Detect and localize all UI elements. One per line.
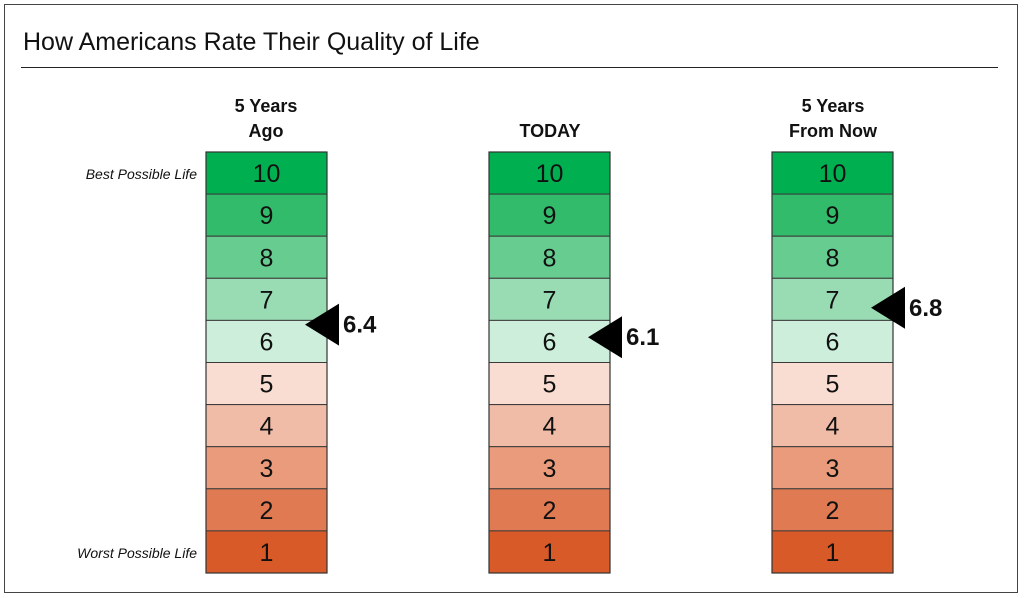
value-label: 6.4	[343, 312, 377, 339]
column-header-line: Ago	[248, 121, 284, 141]
column-header-5-years-from-now: 5 Years From Now	[758, 94, 908, 144]
value-label: 6.1	[626, 324, 659, 351]
ladder-cell-7	[488, 277, 611, 321]
ladder-cell-2	[488, 488, 611, 532]
ladder-cell-label: 2	[543, 497, 557, 525]
column-header-today: TODAY	[475, 119, 625, 144]
ladder-cell-1	[205, 530, 328, 574]
ladder-cell-label: 4	[260, 413, 274, 441]
ladder-cell-2	[205, 488, 328, 532]
value-marker-icon	[588, 316, 622, 359]
ladder-cell-label: 10	[536, 160, 564, 188]
ladder-cell-5	[205, 362, 328, 406]
ladder-border	[771, 151, 894, 574]
column-header-line: TODAY	[519, 121, 581, 141]
ladder-cell-label: 8	[826, 244, 840, 272]
ladder-cell-label: 8	[543, 244, 557, 272]
ladder-cell-label: 7	[260, 286, 274, 314]
chart-title: How Americans Rate Their Quality of Life	[23, 28, 480, 56]
column-header-line: 5 Years	[234, 96, 298, 116]
ladder-cell-10	[488, 151, 611, 195]
column-header-line: From Now	[789, 121, 877, 141]
ladder-cell-label: 9	[826, 202, 840, 230]
ladder-cell-label: 5	[260, 371, 274, 399]
worst-possible-life-label: Worst Possible Life	[77, 545, 197, 561]
ladder-cell-label: 8	[260, 244, 274, 272]
ladder-cell-8	[488, 235, 611, 279]
ladder-cell-label: 2	[260, 497, 274, 525]
ladder-cell-label: 6	[543, 328, 557, 356]
chart-frame	[4, 4, 1018, 593]
title-divider	[21, 67, 998, 68]
ladder-cell-4	[488, 404, 611, 448]
ladder-cell-label: 1	[826, 539, 840, 567]
ladder-cell-label: 10	[819, 160, 847, 188]
ladder-cell-label: 5	[543, 371, 557, 399]
value-marker-icon	[871, 286, 905, 329]
ladder-cell-1	[771, 530, 894, 574]
ladder-cell-label: 9	[543, 202, 557, 230]
column-header-line: 5 Years	[801, 96, 865, 116]
ladder-cell-label: 7	[543, 286, 557, 314]
ladder-border	[205, 151, 328, 574]
ladder-cell-label: 3	[543, 455, 557, 483]
ladder-cell-9	[205, 193, 328, 237]
ladder-cell-label: 6	[260, 328, 274, 356]
ladder-cell-label: 7	[826, 286, 840, 314]
best-possible-life-label: Best Possible Life	[85, 166, 197, 182]
ladder-cell-label: 9	[260, 202, 274, 230]
ladder-cell-8	[205, 235, 328, 279]
ladder-cell-label: 2	[826, 497, 840, 525]
ladder-border	[488, 151, 611, 574]
ladder-cell-label: 3	[826, 455, 840, 483]
ladder-cell-9	[771, 193, 894, 237]
ladder-cell-label: 5	[826, 371, 840, 399]
ladder-cell-label: 6	[826, 328, 840, 356]
ladder-cell-9	[488, 193, 611, 237]
ladder-cell-label: 1	[543, 539, 557, 567]
ladder-cell-label: 4	[826, 413, 840, 441]
value-marker-icon	[305, 303, 339, 346]
ladder-cell-7	[771, 277, 894, 321]
ladder-cell-3	[205, 446, 328, 490]
ladder-cell-5	[488, 362, 611, 406]
ladder-cell-2	[771, 488, 894, 532]
column-header-5-years-ago: 5 Years Ago	[191, 94, 341, 144]
ladder-cell-label: 3	[260, 455, 274, 483]
ladder-cell-label: 1	[260, 539, 274, 567]
ladder-cell-label: 10	[253, 160, 281, 188]
ladder-cell-label: 4	[543, 413, 557, 441]
value-label: 6.8	[909, 295, 942, 322]
